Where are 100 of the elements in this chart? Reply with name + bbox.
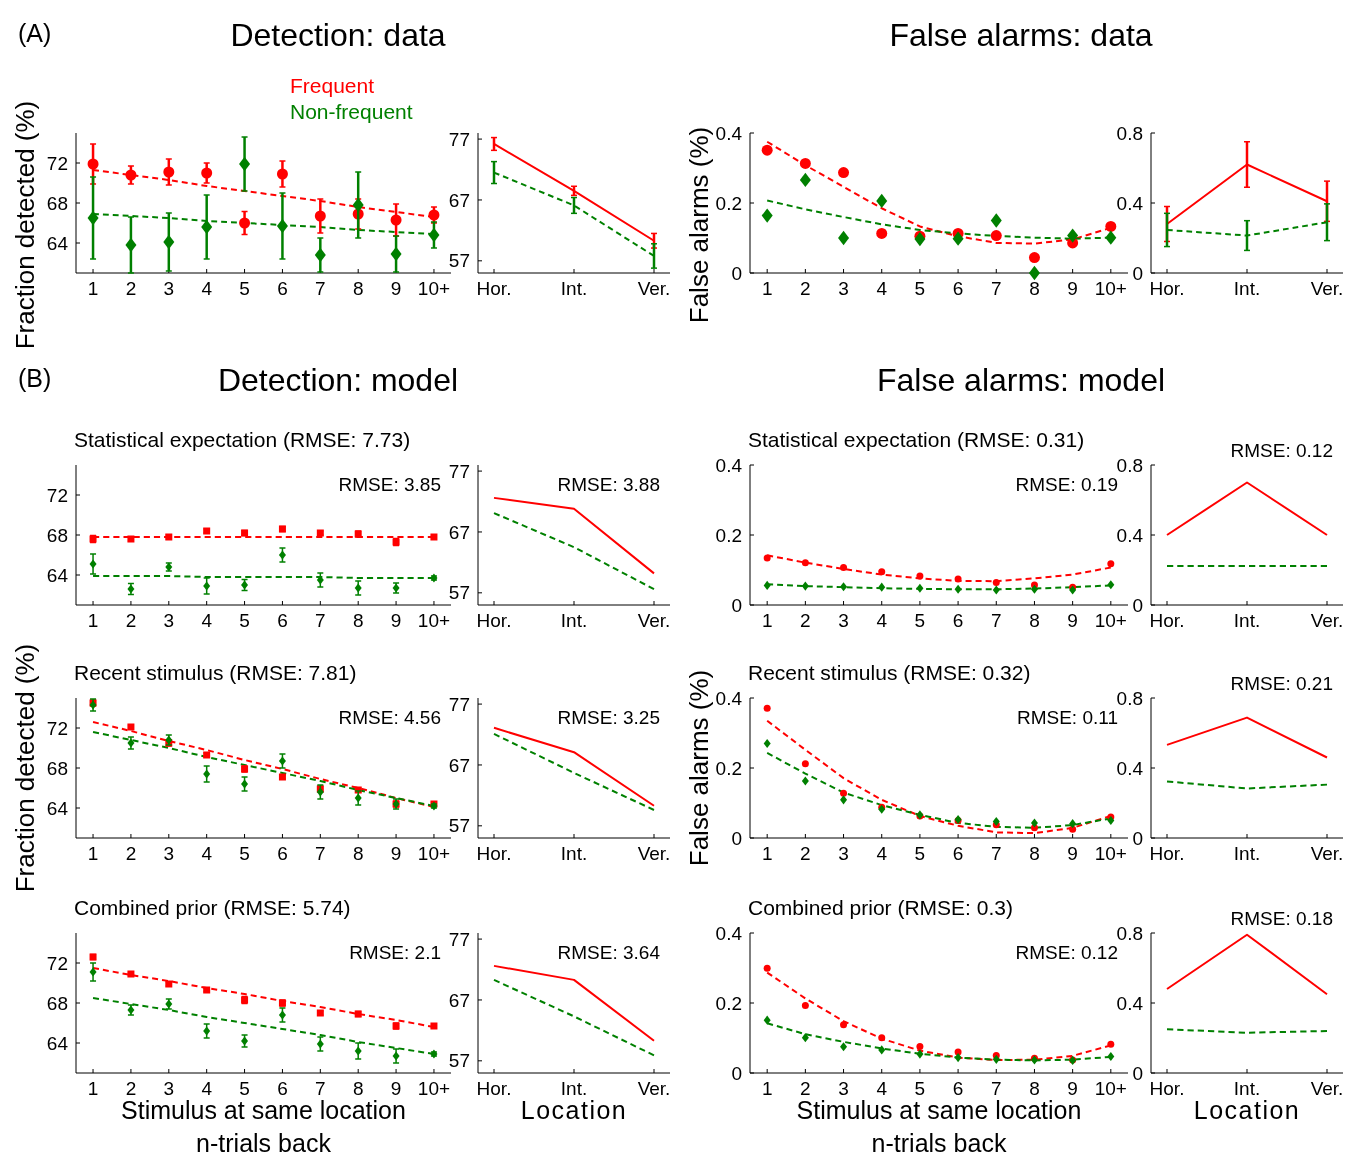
- y-tick-label: 57: [448, 815, 470, 837]
- chart-subtitle: Recent stimulus (RMSE: 7.81): [74, 661, 357, 684]
- x-tick-label: 10+: [417, 843, 451, 864]
- y-tick-label: 77: [448, 928, 470, 950]
- y-tick-label: 67: [448, 989, 470, 1011]
- x-tick-label: Hor.: [1149, 1078, 1185, 1099]
- x-tick-label: Hor.: [476, 610, 512, 631]
- x-tick-label: 4: [876, 278, 888, 299]
- y-tick-label: 57: [448, 582, 470, 604]
- x-tick-label: 8: [352, 278, 364, 299]
- x-tick-label: Int.: [1233, 1078, 1261, 1099]
- text: Non-frequent: [290, 100, 413, 123]
- x-tick-label: 3: [163, 278, 175, 299]
- x-tick-label: 8: [352, 843, 364, 864]
- x-tick-label: 9: [390, 1078, 402, 1099]
- x-tick-label: Hor.: [476, 1078, 512, 1099]
- x-tick-label: Ver.: [1310, 610, 1344, 631]
- x-tick-label: 5: [239, 1078, 250, 1099]
- x-tick-label: Int.: [1233, 610, 1261, 631]
- x-tick-label: 8: [1029, 610, 1040, 631]
- x-tick-label: 2: [125, 610, 137, 631]
- x-tick-label: 6: [277, 278, 288, 299]
- y-tick-label: 0.8: [1116, 122, 1143, 144]
- chart-subtitle: Combined prior (RMSE: 5.74): [74, 896, 351, 919]
- annotation: RMSE: 4.56: [338, 707, 441, 728]
- y-tick-label: 68: [46, 192, 68, 214]
- y-tick-label: 67: [448, 189, 470, 211]
- x-tick-label: Ver.: [637, 610, 671, 631]
- x-tick-label: Hor.: [1149, 843, 1185, 864]
- text: Frequent: [290, 74, 375, 97]
- y-tick-label: 67: [448, 754, 470, 776]
- x-tick-label: 3: [838, 1078, 849, 1099]
- text: (A): [18, 19, 52, 47]
- x-tick-label: Hor.: [476, 843, 512, 864]
- x-tick-label: Hor.: [1149, 278, 1185, 299]
- x-tick-label: 6: [277, 843, 288, 864]
- x-tick-label: 3: [163, 843, 175, 864]
- y-tick-label: 0.2: [715, 992, 742, 1014]
- x-axis-title: Location: [520, 1096, 628, 1124]
- x-tick-label: Hor.: [1149, 610, 1185, 631]
- x-tick-label: 10+: [1094, 278, 1127, 299]
- y-tick-label: 67: [448, 521, 470, 543]
- x-tick-label: 10+: [417, 1078, 451, 1099]
- x-tick-label: 10+: [1094, 843, 1127, 864]
- x-tick-label: 4: [201, 1078, 213, 1099]
- x-tick-label: 7: [315, 610, 326, 631]
- x-tick-label: 1: [87, 1078, 99, 1099]
- y-tick-label: 64: [46, 1032, 69, 1054]
- x-axis-title: Stimulus at same location n-trials back: [121, 1096, 406, 1157]
- x-tick-label: 4: [876, 610, 888, 631]
- y-tick-label: 57: [448, 250, 470, 272]
- x-tick-label: 4: [201, 278, 213, 299]
- annotation: RMSE: 3.85: [338, 474, 441, 495]
- y-tick-label: 0.4: [715, 454, 743, 476]
- y-tick-label: 0: [731, 594, 742, 616]
- x-tick-label: Ver.: [637, 278, 671, 299]
- x-axis-title: Stimulus at same location n-trials back: [796, 1096, 1082, 1157]
- chart-title: Detection: data: [230, 17, 446, 53]
- y-tick-label: 64: [46, 564, 69, 586]
- y-tick-label: 64: [46, 232, 69, 254]
- y-tick-label: 77: [448, 460, 470, 482]
- x-tick-label: 1: [761, 278, 773, 299]
- x-tick-label: 9: [390, 278, 402, 299]
- x-tick-label: 3: [838, 843, 849, 864]
- x-tick-label: 8: [1029, 278, 1040, 299]
- x-tick-label: 9: [1067, 278, 1078, 299]
- annotation: RMSE: 0.11: [1016, 707, 1118, 728]
- x-tick-label: 1: [87, 610, 99, 631]
- annotation: RMSE: 2.1: [349, 942, 441, 963]
- annotation: RMSE: 0.12: [1015, 942, 1118, 963]
- y-axis-title: False alarms (%): [684, 126, 714, 324]
- x-tick-label: 8: [1029, 843, 1040, 864]
- x-tick-label: 6: [277, 1078, 288, 1099]
- y-tick-label: 57: [448, 1050, 470, 1072]
- y-tick-label: 0: [1132, 827, 1143, 849]
- x-tick-label: 2: [800, 610, 811, 631]
- y-tick-label: 0.4: [1116, 192, 1144, 214]
- x-tick-label: 7: [315, 278, 326, 299]
- x-tick-label: Ver.: [637, 843, 671, 864]
- text: RMSE: 0.21: [1230, 673, 1333, 694]
- y-tick-label: 0.2: [715, 192, 742, 214]
- y-tick-label: 72: [46, 717, 68, 739]
- x-tick-label: 1: [761, 610, 773, 631]
- x-tick-label: 7: [315, 843, 326, 864]
- y-tick-label: 0.2: [715, 757, 742, 779]
- y-tick-label: 77: [448, 128, 470, 150]
- y-tick-label: 72: [46, 152, 68, 174]
- x-tick-label: 5: [914, 1078, 926, 1099]
- y-tick-label: 64: [46, 797, 69, 819]
- x-tick-label: 6: [277, 610, 288, 631]
- x-tick-label: 3: [163, 610, 175, 631]
- text: (B): [18, 364, 52, 392]
- x-tick-label: 7: [990, 843, 1002, 864]
- x-tick-label: Int.: [1233, 843, 1261, 864]
- x-tick-label: 5: [914, 278, 926, 299]
- x-tick-label: 1: [87, 278, 99, 299]
- x-tick-label: 7: [315, 1078, 326, 1099]
- x-tick-label: Int.: [560, 278, 588, 299]
- x-tick-label: 3: [838, 610, 849, 631]
- y-tick-label: 0.8: [1116, 687, 1143, 709]
